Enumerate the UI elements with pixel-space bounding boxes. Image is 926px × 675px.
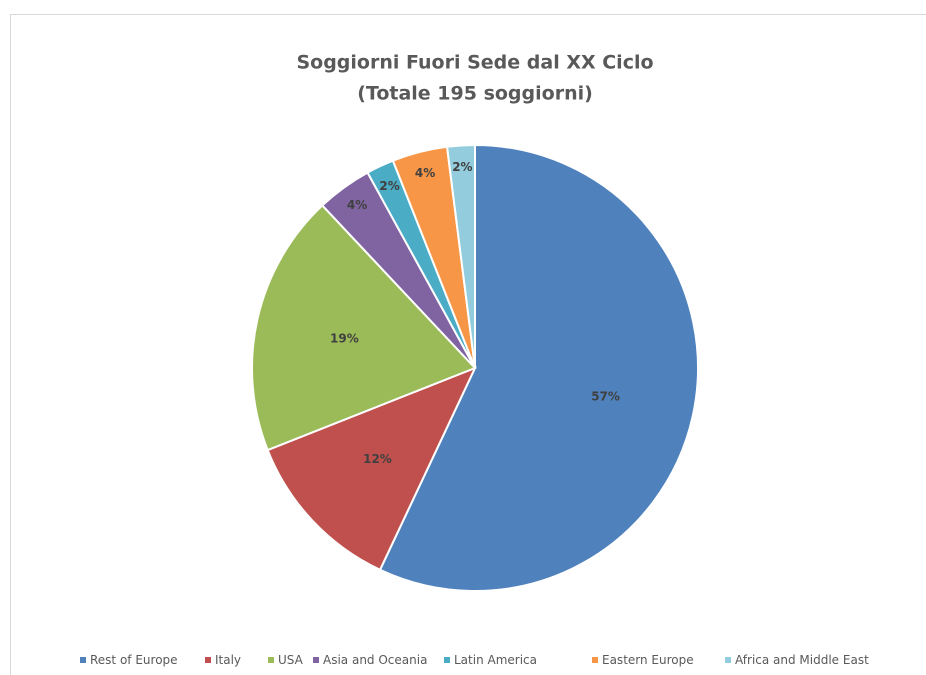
legend-swatch [313,657,319,663]
legend-label: Eastern Europe [602,653,694,667]
legend-swatch [444,657,450,663]
legend-swatch [80,657,86,663]
legend-swatch [268,657,274,663]
pie-slice [378,143,699,592]
legend-label: Africa and Middle East [735,653,869,667]
data-label: 12% [363,452,392,466]
pie-slice [445,143,476,369]
data-label: 2% [379,179,399,193]
chart-title: Soggiorni Fuori Sede dal XX Ciclo [296,52,653,74]
chart-subtitle: (Totale 195 soggiorni) [357,83,593,105]
data-label: 4% [347,198,367,212]
data-label: 19% [330,331,359,345]
pie-slice [266,366,477,572]
data-label: 2% [452,160,472,174]
legend-label: Italy [215,653,241,667]
pie-slice [251,204,477,452]
legend-label: USA [278,653,304,667]
legend-swatch [205,657,211,663]
legend-swatch [725,657,731,663]
legend-swatch [592,657,598,663]
legend-label: Rest of Europe [90,653,178,667]
data-label: 4% [415,166,435,180]
data-label: 57% [591,390,620,404]
legend-label: Latin America [454,653,537,667]
legend-label: Asia and Oceania [323,653,427,667]
